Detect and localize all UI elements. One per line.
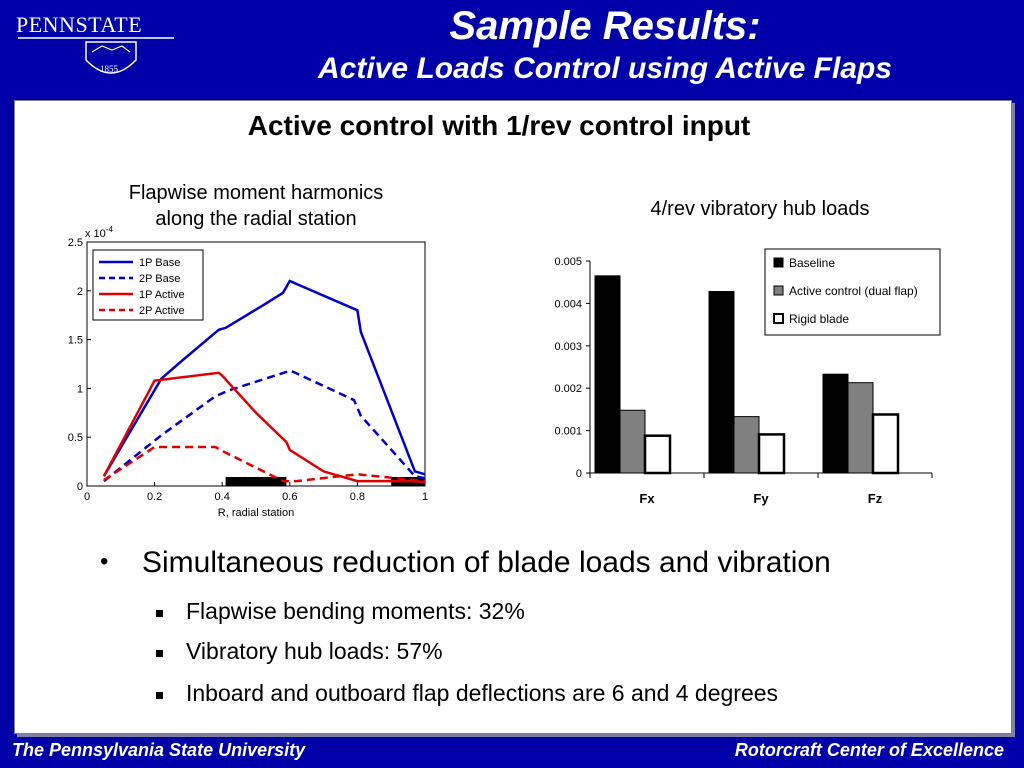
scale-factor-label: x 10-4 xyxy=(85,225,113,240)
bar-chart-legend: Baseline Active control (dual flap) Rigid … xyxy=(764,248,941,336)
y-tick-label: 1 xyxy=(77,383,83,395)
y-tick-label: 1.5 xyxy=(68,335,83,347)
x-tick-label: 0.4 xyxy=(215,491,230,503)
bullet-square-icon xyxy=(156,650,163,657)
x-tick-label: 0.8 xyxy=(350,491,365,503)
x-tick-label: 0.2 xyxy=(147,491,162,503)
x-tick-label: 1 xyxy=(422,491,428,503)
legend-swatch xyxy=(773,313,784,324)
x-axis-label: R, radial station xyxy=(218,507,294,519)
bullet-sub-text: Flapwise bending moments: 32% xyxy=(186,598,525,624)
logo-graphic xyxy=(18,37,174,74)
legend-label: 2P Active xyxy=(139,305,185,317)
bar xyxy=(619,409,646,474)
bar xyxy=(594,275,621,474)
bar xyxy=(822,373,849,474)
logo-wordmark: PENNSTATE xyxy=(16,12,143,37)
category-label: Fz xyxy=(868,491,883,506)
pennstate-logo: PENNSTATE 1855 xyxy=(16,8,186,88)
bar xyxy=(643,434,672,475)
series-line xyxy=(103,445,426,483)
y-tick-label: 2 xyxy=(77,286,83,298)
bar-chart-bars xyxy=(594,275,900,475)
slide-subtitle: Active Loads Control using Active Flaps xyxy=(318,52,892,85)
y-tick-label: 2.5 xyxy=(68,237,83,249)
footer-left: The Pennsylvania State University xyxy=(12,740,306,760)
line-chart-series xyxy=(102,279,426,484)
y-tick-label: 0.003 xyxy=(554,341,582,353)
section-heading: Active control with 1/rev control input xyxy=(247,110,751,141)
left-chart-title: Flapwise moment harmonics along the radi… xyxy=(76,180,436,232)
y-tick-label: 0.002 xyxy=(554,383,582,395)
flapwise-moment-chart: 0 0.2 0.4 0.6 0.8 1 0 0.5 1 1.5 2 2.5 R, radial stat… xyxy=(68,225,428,519)
slide-title: Sample Results: xyxy=(449,4,761,48)
left-chart-title-line2: along the radial station xyxy=(155,208,357,230)
series-line xyxy=(102,279,426,477)
legend-label: 1P Base xyxy=(139,257,180,269)
legend-label: Active control (dual flap) xyxy=(789,284,918,298)
bar xyxy=(708,291,735,474)
bullet-dot-icon: • xyxy=(100,548,109,575)
legend-label: Rigid blade xyxy=(789,312,849,326)
bar xyxy=(871,413,900,475)
y-tick-label: 0.5 xyxy=(68,432,83,444)
line-chart-axes: 0 0.2 0.4 0.6 0.8 1 0 0.5 1 1.5 2 2.5 R, radial stat… xyxy=(68,225,428,519)
legend-label: 1P Active xyxy=(139,289,185,301)
left-chart-title-line1: Flapwise moment harmonics xyxy=(128,182,384,204)
y-tick-label: 0.005 xyxy=(554,256,582,268)
flap-position-bar xyxy=(225,477,287,486)
legend-label: Baseline xyxy=(789,256,835,270)
right-chart-title: 4/rev vibratory hub loads xyxy=(650,198,870,220)
bullet-sub-text: Vibratory hub loads: 57% xyxy=(186,638,443,664)
y-tick-label: 0 xyxy=(77,481,83,493)
bullet-main-text: Simultaneous reduction of blade loads an… xyxy=(142,546,831,579)
footer-right: Rotorcraft Center of Excellence xyxy=(734,740,1004,760)
x-tick-label: 0 xyxy=(84,491,90,503)
bullet-square-icon xyxy=(156,610,163,617)
x-tick-label: 0.6 xyxy=(282,491,297,503)
legend-swatch xyxy=(773,285,784,296)
legend-box xyxy=(764,248,941,336)
legend-label: 2P Base xyxy=(139,273,180,285)
bullet-sub-text: Inboard and outboard flap deflections ar… xyxy=(186,680,779,706)
logo-year: 1855 xyxy=(100,64,118,74)
hub-loads-chart: 0 0.001 0.002 0.003 0.004 0.005 Fx Fy Fz Baselin… xyxy=(554,248,941,506)
category-label: Fx xyxy=(639,491,655,506)
series-line xyxy=(102,371,426,484)
bullet-square-icon xyxy=(156,692,163,699)
bar xyxy=(757,433,786,475)
line-chart-legend: 1P Base 2P Base 1P Active 2P Active xyxy=(92,249,204,321)
series-line xyxy=(103,369,426,483)
category-label: Fy xyxy=(753,491,769,506)
legend-swatch xyxy=(773,257,784,268)
bar xyxy=(733,416,760,474)
y-tick-label: 0 xyxy=(576,468,582,480)
y-tick-label: 0.004 xyxy=(554,298,582,310)
bar xyxy=(847,382,874,474)
y-tick-label: 0.001 xyxy=(554,426,582,438)
